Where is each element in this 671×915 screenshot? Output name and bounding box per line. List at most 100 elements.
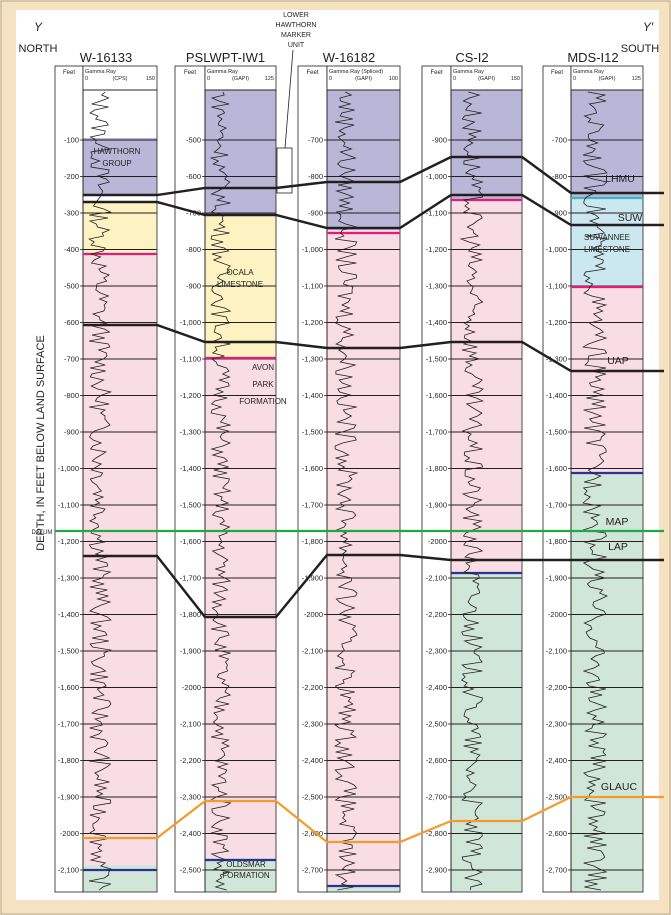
depth-label: -1,800 — [302, 537, 323, 546]
lower-hawthorn-marker-callout: LOWER HAWTHORN MARKER UNIT — [276, 12, 316, 194]
depth-label: -1,900 — [58, 793, 79, 802]
depth-label: -700 — [308, 136, 323, 145]
depth-label: -1,000 — [180, 318, 201, 327]
log-label: Gamma Ray — [453, 69, 484, 75]
depth-label: -2,100 — [58, 866, 79, 875]
depth-label: -100 — [64, 136, 79, 145]
well-name: W-16182 — [323, 50, 376, 65]
depth-track — [54, 65, 84, 893]
south-label: SOUTH — [621, 43, 660, 55]
unit-label: LIMESTONE — [217, 280, 263, 289]
callout-line-3: MARKER — [281, 32, 311, 39]
depth-label: -1,400 — [426, 318, 447, 327]
depth-label: -1,500 — [302, 428, 323, 437]
depth-label: -1,100 — [180, 355, 201, 364]
depth-label: -300 — [64, 209, 79, 218]
depth-label: -2,100 — [546, 647, 567, 656]
log-header — [204, 65, 277, 91]
depth-label: -1,200 — [58, 537, 79, 546]
log-track — [82, 89, 158, 893]
log-track — [450, 89, 523, 893]
depth-label: -1,800 — [58, 756, 79, 765]
depth-label: -1,000 — [546, 245, 567, 254]
depth-label: -1,200 — [426, 245, 447, 254]
depth-label: -2,900 — [426, 866, 447, 875]
depth-label: -1,700 — [546, 501, 567, 510]
depth-label: -1,800 — [180, 610, 201, 619]
depth-label: -1,300 — [302, 355, 323, 364]
depth-label: -2,600 — [302, 829, 323, 838]
depth-label: -2,400 — [302, 756, 323, 765]
feet-label: Feet — [551, 70, 563, 76]
unit-label: HAWTHORN — [94, 147, 141, 156]
depth-label: -2,500 — [426, 720, 447, 729]
horizon-label-lap: LAP — [608, 541, 628, 553]
gamma-ray-trace — [88, 91, 113, 891]
depth-label: -2,400 — [180, 829, 201, 838]
well-column-mds-i12: MDS-I12 Feet Gamma Ray(GAPI) 0 125 -700 -800 -9… — [542, 50, 644, 893]
log-track — [204, 89, 277, 893]
unit-label: PARK — [252, 380, 274, 389]
depth-label: -2,200 — [180, 756, 201, 765]
depth-label: -1,100 — [58, 501, 79, 510]
unit-label: AVON — [252, 363, 274, 372]
depth-label: -2,300 — [302, 720, 323, 729]
depth-track — [297, 65, 328, 893]
depth-label: -1,500 — [546, 428, 567, 437]
horizon-label-map: MAP — [606, 516, 629, 528]
depth-label: -2,600 — [426, 756, 447, 765]
depth-label: -2,700 — [546, 866, 567, 875]
depth-label: -1,500 — [180, 501, 201, 510]
depth-label: -2,800 — [426, 829, 447, 838]
horizon-label-lhmu: LHMU — [605, 173, 635, 185]
depth-label: -1,600 — [302, 464, 323, 473]
depth-label: -1,100 — [302, 282, 323, 291]
well-name: CS-I2 — [455, 50, 488, 65]
depth-label: -2,400 — [426, 683, 447, 692]
unit-label: OCALA — [226, 268, 254, 277]
unit-band-oldsmar — [451, 573, 522, 892]
depth-label: -500 — [186, 136, 201, 145]
depth-label: -900 — [64, 428, 79, 437]
horizon-label-uap: UAP — [607, 355, 629, 367]
depth-label: -2,100 — [426, 574, 447, 583]
horizon-label-glauc: GLAUC — [601, 781, 638, 793]
depth-label: -800 — [64, 391, 79, 400]
lower-avon-park-correlation — [83, 553, 664, 619]
depth-label: -1,600 — [180, 537, 201, 546]
log-header — [326, 65, 401, 91]
unit-band-avon-park — [451, 200, 522, 573]
depth-label: -900 — [552, 209, 567, 218]
feet-label: Feet — [63, 70, 75, 76]
scale-max: 125 — [632, 76, 641, 82]
callout-box — [276, 147, 293, 194]
depth-label: -1,200 — [546, 318, 567, 327]
depth-label: -1,600 — [546, 464, 567, 473]
unit-band-hawthorn — [451, 90, 522, 200]
depth-track — [174, 65, 206, 893]
unit-band-ocala — [83, 202, 157, 254]
depth-label: -1,000 — [426, 172, 447, 181]
scale-max: 100 — [389, 76, 398, 82]
depth-label: -1,700 — [302, 501, 323, 510]
depth-label: -2,200 — [546, 683, 567, 692]
unit-band-avon-park — [327, 230, 400, 885]
depth-label: -400 — [64, 245, 79, 254]
unit-label: SUWANNEE — [584, 233, 630, 242]
depth-label: -2000 — [304, 610, 323, 619]
depth-label: -2,200 — [302, 683, 323, 692]
depth-label: -1,700 — [58, 720, 79, 729]
depth-label: -900 — [308, 209, 323, 218]
gamma-ray-trace — [333, 91, 359, 891]
depth-label: -1,400 — [180, 464, 201, 473]
depth-label: -1,200 — [302, 318, 323, 327]
depth-label: -1,900 — [426, 501, 447, 510]
gamma-ray-trace — [459, 91, 484, 891]
scale-min: 0 — [453, 76, 456, 82]
well-column-w-16133: W-16133 Feet Gamma Ray(CPS) 0 150 -100 -200 -30… — [54, 50, 158, 893]
depth-label: -500 — [64, 282, 79, 291]
unit-band-avon-park — [83, 254, 157, 865]
depth-label: -2,300 — [180, 793, 201, 802]
log-unit: (GAPI) — [355, 76, 372, 82]
unit-band-hawthorn — [83, 138, 157, 195]
